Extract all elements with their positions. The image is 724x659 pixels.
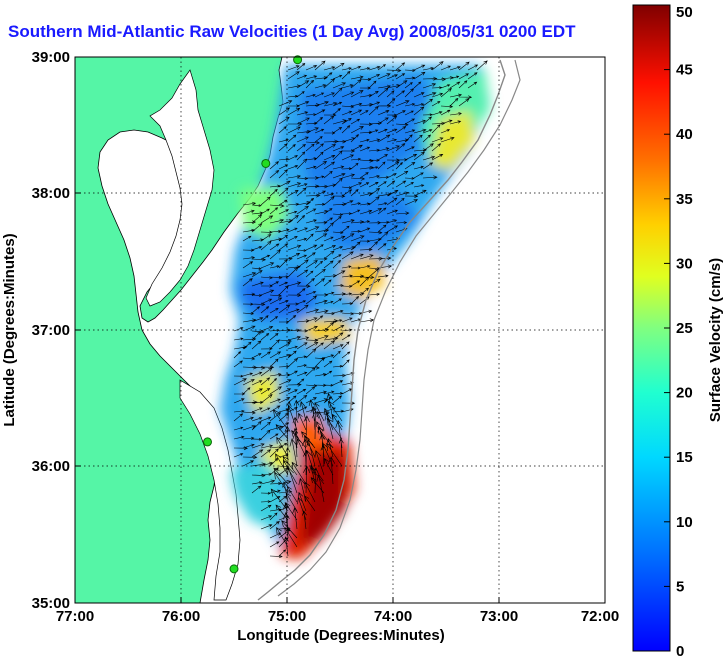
station-dot <box>203 437 212 447</box>
colorbar-tick-label: 20 <box>676 385 693 402</box>
colorbar-tick-label: 45 <box>676 62 693 79</box>
y-tick-label: 38:00 <box>32 185 70 202</box>
colorbar <box>632 4 671 652</box>
bathymetry-contour <box>257 59 506 601</box>
colorbar-tick-label: 15 <box>676 449 693 466</box>
grid-lines <box>75 57 605 603</box>
colorbar-tick-label: 5 <box>676 578 684 595</box>
colorbar-label: Surface Velocity (cm/s) <box>707 258 724 422</box>
y-tick-labels: 39:00 38:00 37:00 36:00 35:00 <box>32 49 70 612</box>
x-tick-label: 77:00 <box>56 608 94 625</box>
x-tick-label: 75:00 <box>268 608 306 625</box>
station-dot <box>261 158 271 168</box>
x-tick-label: 72:00 <box>581 608 619 625</box>
x-tick-label: 73:00 <box>480 608 518 625</box>
map-layers <box>75 57 521 603</box>
y-tick-label: 35:00 <box>32 595 70 612</box>
colorbar-tick-label: 35 <box>676 191 693 208</box>
sound-water <box>179 379 241 601</box>
station-dot <box>229 564 239 574</box>
map-title: Southern Mid-Atlantic Raw Velocities (1 … <box>8 22 576 41</box>
x-tick-labels: 77:00 76:00 75:00 74:00 73:00 72:00 <box>56 608 619 625</box>
x-tick-label: 76:00 <box>162 608 200 625</box>
station-dot <box>293 55 303 65</box>
colorbar-tick-label: 40 <box>676 126 693 143</box>
colorbar-tick-label: 0 <box>676 643 684 659</box>
colorbar-ticks: 0 5 10 15 20 25 30 35 40 45 50 <box>664 4 693 659</box>
colorbar-tick-label: 25 <box>676 320 693 337</box>
y-tick-label: 36:00 <box>32 458 70 475</box>
bay-water <box>145 69 215 307</box>
y-axis-label: Latitude (Degrees:Minutes) <box>1 233 18 426</box>
velocity-vectors <box>233 60 488 559</box>
station-markers <box>203 55 303 574</box>
colorbar-tick-label: 30 <box>676 255 693 272</box>
vector-arrows <box>233 60 488 559</box>
tick-marks <box>74 56 606 604</box>
x-tick-label: 74:00 <box>374 608 412 625</box>
colorbar-tick-label: 10 <box>676 514 693 531</box>
colorbar-tick-label: 50 <box>676 4 693 21</box>
y-tick-label: 39:00 <box>32 49 70 66</box>
x-axis-label: Longitude (Degrees:Minutes) <box>237 627 445 644</box>
y-tick-label: 37:00 <box>32 322 70 339</box>
